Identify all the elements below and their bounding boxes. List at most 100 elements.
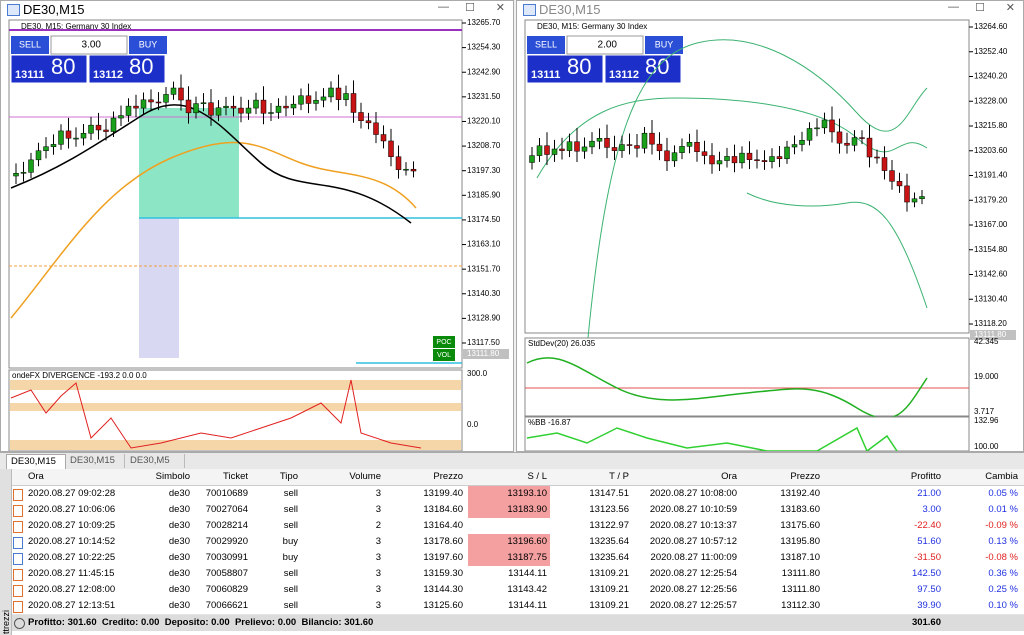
candle-body <box>260 99 267 114</box>
trade-panel: SELL 2.00 BUY 13111 80 13112 80 <box>526 35 683 84</box>
table-row[interactable]: 2020.08.27 10:14:52 de30 70029920 buy 3 13178… <box>12 534 1024 551</box>
table-cell: 13159.30 <box>423 568 463 579</box>
candle-body <box>761 160 768 162</box>
table-row[interactable]: 2020.08.27 11:45:15 de30 70058807 sell 3 1315… <box>12 566 1024 583</box>
candle-body <box>185 99 192 114</box>
table-cell: 2020.08.27 10:14:52 <box>28 536 116 547</box>
table-cell: 13164.40 <box>423 520 463 531</box>
candle-body <box>95 124 102 131</box>
candle-body <box>731 156 738 164</box>
table-cell: 2020.08.27 11:00:09 <box>650 552 737 563</box>
price-axis-label: 13174.50 <box>467 215 501 224</box>
candle-body <box>230 105 237 109</box>
table-row[interactable]: 2020.08.27 10:06:06 de30 70027064 sell 3 1318… <box>12 502 1024 519</box>
table-row[interactable]: 2020.08.27 10:09:25 de30 70028214 sell 2 1316… <box>12 518 1024 535</box>
chart: DE30, M15: Germany 30 Index SELL 3.00 BUY 13… <box>8 18 509 451</box>
lot-box[interactable] <box>50 35 128 55</box>
bid-box[interactable] <box>10 54 88 84</box>
table-cell: 13187.75 <box>468 550 550 566</box>
table-cell: 70028214 <box>205 520 248 531</box>
tab[interactable]: DE30,M5 <box>126 454 185 468</box>
tab[interactable]: DE30,M15 <box>66 454 125 468</box>
candle-body <box>388 140 394 157</box>
window-button[interactable]: ✕ <box>495 2 505 14</box>
window-button[interactable]: — <box>438 1 449 13</box>
table-cell: buy <box>282 552 298 563</box>
current-price: 13111.80 <box>467 349 500 358</box>
table-row[interactable]: 2020.08.27 12:13:51 de30 70066621 sell 3 1312… <box>12 598 1024 615</box>
table-cell: 13144.11 <box>508 568 547 579</box>
candle-body <box>679 146 685 153</box>
price-axis-label: 13185.90 <box>467 190 501 199</box>
table-cell: 13193.10 <box>468 486 550 502</box>
table-row[interactable]: 2020.08.27 12:08:00 de30 70060829 sell 3 1314… <box>12 582 1024 599</box>
table-cell: sell <box>283 584 298 595</box>
candle-body <box>596 137 603 142</box>
table-cell: 13175.60 <box>780 520 820 531</box>
lot-box[interactable] <box>566 35 644 55</box>
ask-box[interactable] <box>604 54 682 84</box>
candle-body <box>619 144 625 151</box>
candle-body <box>589 140 595 148</box>
price-axis-label: 13128.90 <box>467 313 501 322</box>
candle-body <box>851 137 858 146</box>
sell-button[interactable] <box>11 36 49 54</box>
window-button[interactable]: — <box>948 1 959 13</box>
candle-body <box>50 144 57 147</box>
table-cell: 13109.21 <box>589 584 629 595</box>
table-cell: 3 <box>375 552 381 563</box>
table-cell: de30 <box>168 488 190 499</box>
current-price-box <box>463 349 509 359</box>
candle-body <box>140 99 147 109</box>
indicator-band <box>10 380 461 390</box>
indicator-band <box>10 403 461 411</box>
footer-summary: Profitto: 301.60 Credito: 0.00 Deposito:… <box>28 617 374 628</box>
candle-body <box>791 144 798 148</box>
candle-body <box>701 151 708 156</box>
window-button[interactable]: ☐ <box>975 2 985 14</box>
window-button[interactable]: ☐ <box>465 2 475 14</box>
table-cell: de30 <box>168 600 190 611</box>
table-row[interactable]: 2020.08.27 09:02:28 de30 70010689 sell 3 1319… <box>12 486 1024 503</box>
candle-body <box>836 131 843 144</box>
candle-body <box>290 103 297 109</box>
table-cell: de30 <box>168 552 190 563</box>
candle-body <box>238 107 244 114</box>
table-cell: buy <box>282 536 298 547</box>
table-footer: Profitto: 301.60 Credito: 0.00 Deposito:… <box>12 615 1024 631</box>
ask-box[interactable] <box>88 54 166 84</box>
buy-button[interactable] <box>129 36 167 54</box>
bid-box[interactable] <box>526 54 604 84</box>
candle-body <box>193 103 199 114</box>
price-axis-label: 13163.10 <box>467 240 501 249</box>
table-cell: -22.40 <box>914 520 941 531</box>
candle-body <box>551 148 558 155</box>
column-header: T / P <box>609 471 629 482</box>
candle-body <box>275 105 282 113</box>
current-price-box <box>970 330 1016 340</box>
price-axis-label: 13220.10 <box>467 117 501 126</box>
table-cell: 2020.08.27 11:45:15 <box>28 568 115 579</box>
tab[interactable]: DE30,M15 <box>6 454 66 469</box>
bid-small: 80 <box>567 54 591 79</box>
sell-button[interactable] <box>527 36 565 54</box>
candle-body <box>784 146 790 160</box>
table-cell: 97.50 <box>917 584 941 595</box>
table-cell: de30 <box>168 568 190 579</box>
window-button[interactable]: ✕ <box>1005 2 1015 14</box>
ask-small: 80 <box>645 54 669 79</box>
candle-body <box>208 102 214 116</box>
row-icon <box>13 585 23 597</box>
table-cell: sell <box>283 600 298 611</box>
candle-body <box>155 101 162 104</box>
table-cell: 2020.08.27 12:25:54 <box>649 568 737 579</box>
lot-value: 3.00 <box>82 40 102 51</box>
table-row[interactable]: 2020.08.27 10:22:25 de30 70030991 buy 3 13197… <box>12 550 1024 567</box>
table-cell: 70010689 <box>205 488 248 499</box>
table-cell: 0.05 % <box>988 488 1018 499</box>
column-header: Prezzo <box>433 471 463 482</box>
indicator-label: ondeFX DIVERGENCE -193.2 0.0 0.0 <box>12 371 147 380</box>
table-cell: 70029920 <box>205 536 248 547</box>
price-axis-label: 13130.40 <box>974 294 1008 303</box>
buy-button[interactable] <box>645 36 683 54</box>
